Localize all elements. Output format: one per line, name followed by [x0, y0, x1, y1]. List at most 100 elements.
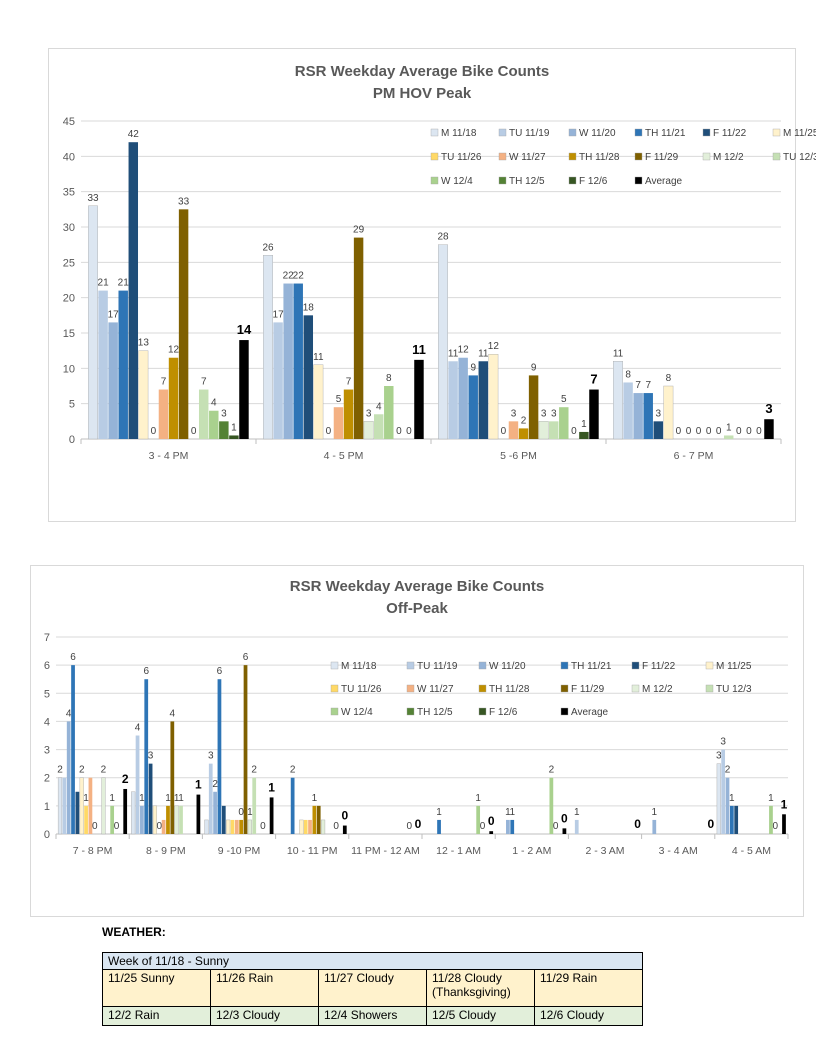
- legend-label: TH 11/28: [489, 684, 530, 695]
- bar-m-11-25: [79, 777, 84, 835]
- bar-m-11-18: [131, 791, 136, 835]
- bar-f-12-6: [579, 431, 589, 439]
- data-label: 0: [341, 809, 348, 823]
- data-label: 0: [686, 426, 692, 437]
- data-label: 3: [716, 751, 722, 762]
- bar-w-12-4: [384, 386, 394, 439]
- x-tick-label: 2 - 3 AM: [585, 845, 624, 857]
- data-label: 0: [92, 821, 98, 832]
- data-label: 12: [458, 345, 470, 356]
- data-label: 0: [488, 814, 495, 828]
- data-label: 42: [128, 129, 140, 140]
- legend-label: M 11/25: [783, 128, 816, 139]
- data-label: 1: [83, 793, 89, 804]
- legend-label: TU 11/19: [509, 128, 550, 139]
- data-label: 1: [581, 419, 587, 430]
- data-label: 11: [478, 348, 489, 359]
- bar-f-11-22: [653, 421, 664, 439]
- data-label: 3: [656, 408, 662, 419]
- bar-w-11-27: [158, 389, 169, 439]
- data-label: 1: [312, 793, 318, 804]
- data-label: 1: [729, 793, 735, 804]
- legend-swatch: [478, 661, 487, 670]
- legend-swatch: [634, 152, 643, 161]
- legend-swatch: [406, 684, 415, 693]
- data-label: 33: [178, 196, 190, 207]
- bar-f-11-29: [170, 721, 175, 834]
- bar-m-11-18: [88, 205, 98, 440]
- bar-f-11-22: [303, 315, 314, 439]
- bar-th-11-21: [729, 805, 734, 834]
- legend-swatch: [406, 707, 415, 716]
- legend-label: W 12/4: [341, 707, 373, 718]
- bar-w-11-27: [234, 819, 239, 834]
- data-label: 7: [645, 380, 651, 391]
- legend-swatch: [498, 152, 507, 161]
- x-tick-label: 5 -6 PM: [500, 450, 537, 462]
- data-label: 2: [212, 779, 218, 790]
- bar-tu-11-19: [623, 382, 633, 439]
- data-label: 4: [211, 398, 217, 409]
- bar-w-12-4: [110, 805, 115, 834]
- data-label: 1: [574, 807, 580, 818]
- data-label: 8: [386, 373, 392, 384]
- data-label: 6: [243, 652, 249, 663]
- legend-swatch: [406, 661, 415, 670]
- pm-peak-chart-panel: RSR Weekday Average Bike Counts PM HOV P…: [48, 48, 816, 522]
- data-label: 18: [303, 302, 315, 313]
- data-label: 29: [353, 225, 365, 236]
- data-label: 9: [531, 362, 537, 373]
- bar-th-12-5: [219, 421, 229, 439]
- bar-w-11-27: [161, 819, 166, 834]
- legend-swatch: [430, 152, 439, 161]
- bar-tu-12-3: [373, 414, 384, 439]
- weather-label: WEATHER:: [102, 925, 166, 939]
- x-tick-label: 6 - 7 PM: [674, 450, 714, 462]
- bar-f-11-22: [75, 791, 80, 834]
- data-label: 0: [501, 426, 507, 437]
- bar-w-11-27: [88, 777, 93, 834]
- y-tick-label: 0: [69, 434, 75, 446]
- bar-average: [196, 794, 201, 834]
- bar-tu-11-19: [574, 819, 579, 834]
- data-label: 0: [480, 821, 486, 832]
- bar-average: [414, 359, 424, 439]
- y-tick-label: 35: [63, 187, 75, 199]
- bar-f-11-29: [178, 209, 189, 439]
- legend-swatch: [634, 128, 643, 137]
- legend-swatch: [560, 707, 569, 716]
- x-tick-label: 3 - 4 PM: [149, 450, 189, 462]
- legend-swatch: [568, 128, 577, 137]
- bar-th-11-21: [468, 375, 478, 439]
- data-label: 2: [725, 765, 731, 776]
- bar-th-11-21: [510, 819, 515, 834]
- legend-swatch: [478, 707, 487, 716]
- bar-m-12-2: [247, 819, 252, 835]
- bar-w-11-20: [458, 357, 468, 439]
- legend-label: TH 11/21: [645, 128, 686, 139]
- legend-label: M 12/2: [642, 684, 673, 695]
- data-label: 0: [696, 426, 702, 437]
- bar-th-11-21: [217, 679, 222, 834]
- bar-average: [239, 340, 249, 439]
- data-label: 3: [765, 401, 772, 416]
- bar-w-11-20: [283, 283, 293, 439]
- bar-m-11-18: [57, 777, 63, 835]
- bar-average: [562, 828, 567, 834]
- data-label: 1: [195, 778, 202, 792]
- legend-label: F 12/6: [579, 176, 608, 187]
- legend-label: W 11/20: [579, 128, 616, 139]
- data-label: 21: [98, 278, 110, 289]
- legend-swatch: [702, 128, 711, 137]
- data-label: 2: [122, 772, 129, 786]
- y-tick-label: 3: [44, 745, 50, 757]
- bar-m-12-2: [538, 421, 549, 440]
- weather-cell: 12/3 Cloudy: [210, 1006, 319, 1026]
- bar-m-12-2: [320, 819, 326, 835]
- bar-w-11-20: [652, 819, 657, 834]
- y-tick-label: 7: [44, 632, 50, 644]
- data-label: 0: [191, 426, 197, 437]
- weather-cell: 12/4 Showers: [318, 1006, 427, 1026]
- bar-f-11-29: [528, 375, 539, 439]
